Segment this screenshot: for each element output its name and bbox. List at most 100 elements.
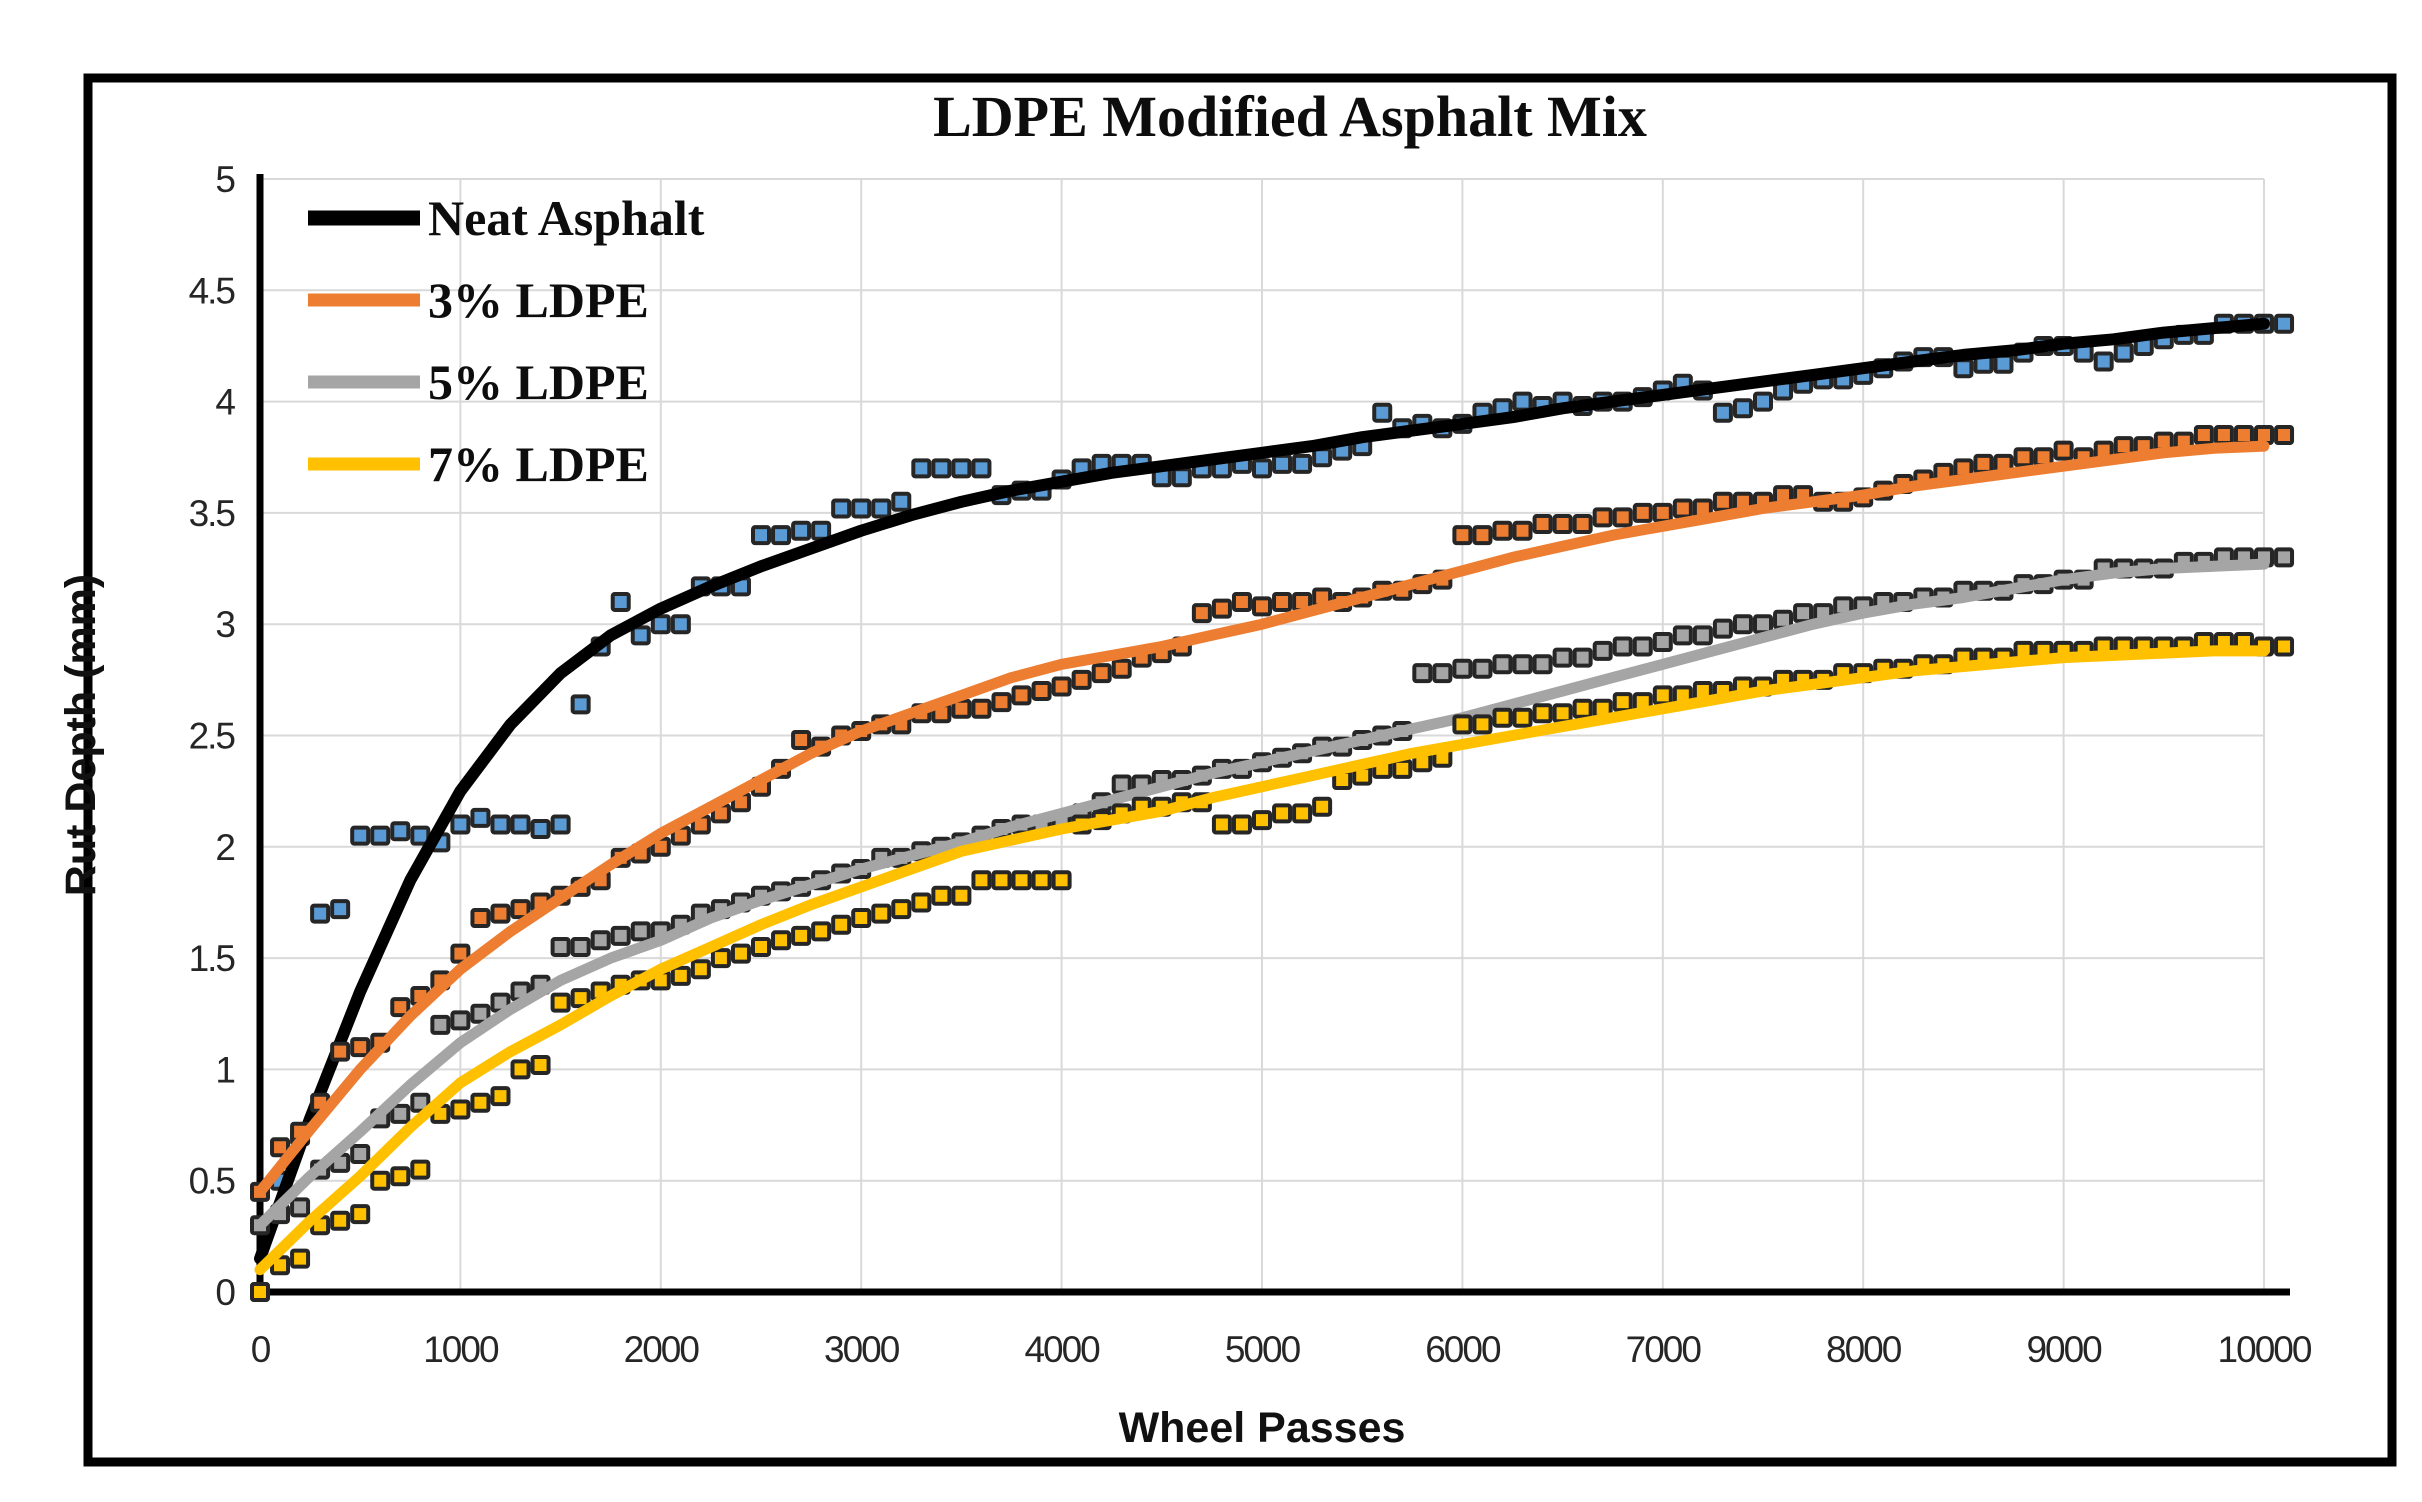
data-point bbox=[370, 825, 391, 846]
data-point bbox=[2274, 424, 2295, 445]
data-point bbox=[1171, 467, 1192, 488]
data-point bbox=[410, 1092, 431, 1113]
x-tick-label: 9000 bbox=[2026, 1329, 2102, 1370]
data-point bbox=[450, 814, 471, 835]
data-point bbox=[811, 520, 832, 541]
data-point bbox=[1572, 647, 1593, 668]
data-point bbox=[1512, 520, 1533, 541]
y-tick-label: 0.5 bbox=[189, 1161, 236, 1202]
data-point bbox=[570, 988, 591, 1009]
data-point bbox=[1973, 453, 1994, 474]
data-point bbox=[390, 1103, 411, 1124]
data-point bbox=[971, 458, 992, 479]
data-point bbox=[1452, 658, 1473, 679]
data-point bbox=[690, 959, 711, 980]
x-tick-label: 8000 bbox=[1826, 1329, 1902, 1370]
data-point bbox=[951, 885, 972, 906]
legend-label: Neat Asphalt bbox=[428, 190, 705, 246]
data-point bbox=[270, 1137, 291, 1158]
data-point bbox=[1031, 870, 1052, 891]
data-point bbox=[1732, 398, 1753, 419]
data-point bbox=[1612, 507, 1633, 528]
series-5-ldpe bbox=[250, 547, 2295, 1236]
data-point bbox=[1552, 514, 1573, 535]
data-point bbox=[2274, 636, 2295, 657]
data-point bbox=[1712, 491, 1733, 512]
data-point bbox=[510, 814, 531, 835]
data-point bbox=[550, 936, 571, 957]
data-point bbox=[1472, 714, 1493, 735]
legend-item-3-ldpe: 3% LDPE bbox=[308, 272, 649, 328]
data-point bbox=[1632, 502, 1653, 523]
data-point bbox=[1592, 640, 1613, 661]
data-point bbox=[1793, 603, 1814, 624]
data-point bbox=[1472, 525, 1493, 546]
data-point bbox=[1412, 663, 1433, 684]
data-point bbox=[851, 908, 872, 929]
data-point bbox=[891, 491, 912, 512]
data-point bbox=[951, 458, 972, 479]
x-tick-label: 7000 bbox=[1626, 1329, 1702, 1370]
data-point bbox=[1111, 774, 1132, 795]
data-point bbox=[450, 943, 471, 964]
data-point bbox=[2093, 351, 2114, 372]
data-point bbox=[370, 1170, 391, 1191]
data-point bbox=[290, 1197, 311, 1218]
data-point bbox=[1552, 703, 1573, 724]
data-point bbox=[510, 899, 531, 920]
data-point bbox=[330, 1210, 351, 1231]
data-point bbox=[730, 943, 751, 964]
data-point bbox=[1612, 636, 1633, 657]
tick-labels: 0 1000 2000 3000 4000 5000 6000 7000 8000 9000 100… bbox=[189, 159, 2314, 1370]
data-point bbox=[911, 458, 932, 479]
chart-title: LDPE Modified Asphalt Mix bbox=[933, 84, 1647, 149]
data-point bbox=[931, 458, 952, 479]
data-point bbox=[470, 908, 491, 929]
data-point bbox=[2233, 424, 2254, 445]
data-point bbox=[1652, 685, 1673, 706]
data-point bbox=[330, 1041, 351, 1062]
legend-item-7-ldpe: 7% LDPE bbox=[308, 436, 649, 492]
data-point bbox=[2254, 424, 2274, 445]
data-point bbox=[250, 1282, 270, 1302]
y-tick-label: 2 bbox=[215, 827, 234, 868]
data-point bbox=[470, 1092, 491, 1113]
data-point bbox=[1252, 810, 1272, 831]
data-point bbox=[1091, 663, 1112, 684]
data-point bbox=[310, 903, 331, 924]
data-point bbox=[971, 698, 992, 719]
data-point bbox=[831, 914, 852, 935]
data-point bbox=[1572, 698, 1593, 719]
data-point bbox=[1472, 658, 1493, 679]
data-point bbox=[2053, 440, 2074, 461]
data-point bbox=[851, 498, 872, 519]
legend-label: 5% LDPE bbox=[428, 354, 649, 410]
data-point bbox=[2193, 424, 2214, 445]
data-point bbox=[1231, 814, 1252, 835]
data-point bbox=[350, 825, 371, 846]
data-point bbox=[630, 625, 651, 646]
data-point bbox=[1071, 669, 1092, 690]
y-tick-label: 3 bbox=[215, 604, 234, 645]
data-point bbox=[1652, 632, 1673, 653]
data-point bbox=[1712, 618, 1733, 639]
data-point bbox=[2113, 342, 2134, 363]
legend-item-5-ldpe: 5% LDPE bbox=[308, 354, 649, 410]
data-point bbox=[811, 921, 832, 942]
data-point bbox=[1272, 803, 1293, 824]
data-point bbox=[1312, 447, 1333, 468]
y-tick-label: 4 bbox=[215, 382, 235, 423]
data-point bbox=[2213, 424, 2234, 445]
data-point bbox=[1272, 591, 1293, 612]
data-point bbox=[771, 525, 792, 546]
data-point bbox=[1753, 614, 1773, 635]
data-point bbox=[1532, 514, 1553, 535]
data-point bbox=[991, 692, 1012, 713]
data-point bbox=[490, 1086, 511, 1107]
data-point bbox=[510, 1059, 531, 1080]
data-point bbox=[670, 614, 691, 635]
data-point bbox=[1392, 758, 1413, 779]
data-point bbox=[1953, 358, 1974, 379]
data-point bbox=[650, 614, 671, 635]
